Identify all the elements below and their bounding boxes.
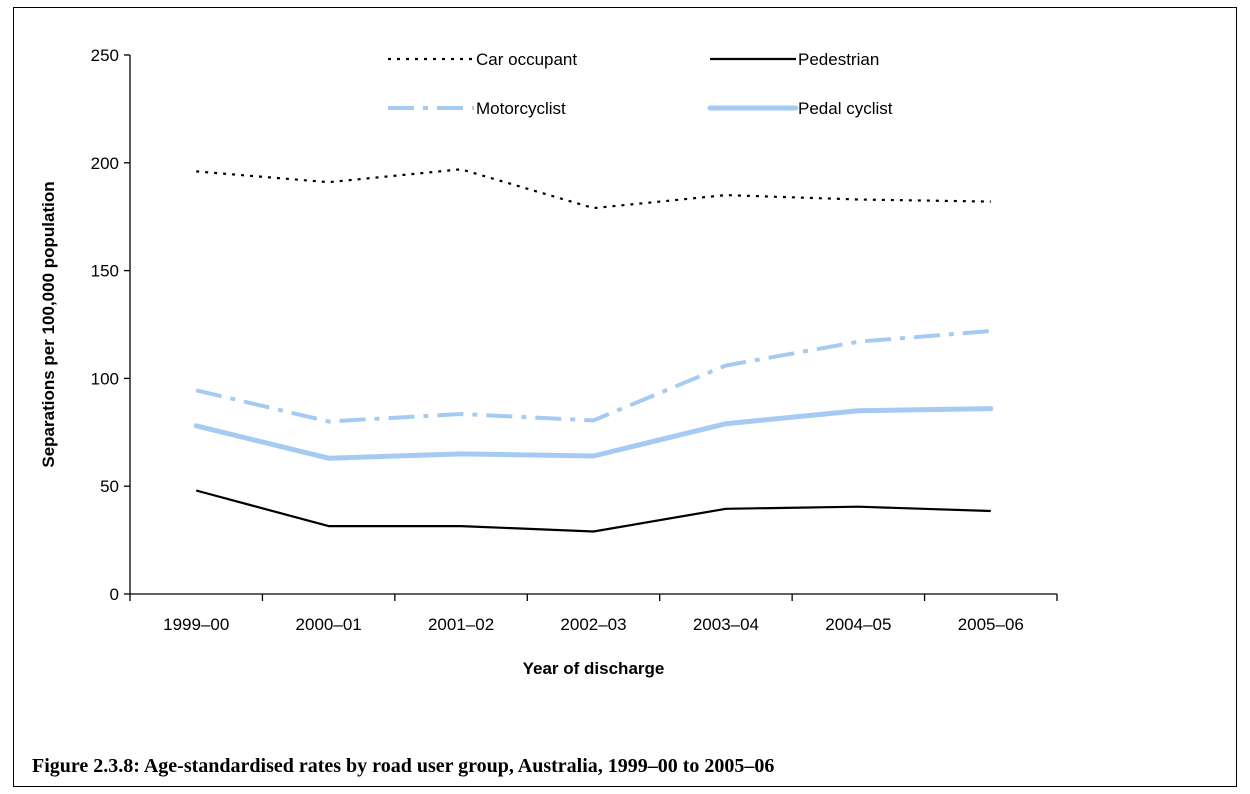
x-tick-label: 2003–04 bbox=[693, 615, 759, 634]
x-tick-label: 2000–01 bbox=[296, 615, 362, 634]
line-chart: 0 50 100 150 200 250 1999–00 2000–01 2001–02 2002… bbox=[39, 46, 1058, 678]
y-tick-label: 100 bbox=[91, 369, 119, 388]
figure-frame: 0 50 100 150 200 250 1999–00 2000–01 2001–02 2002… bbox=[13, 7, 1237, 787]
axes: 0 50 100 150 200 250 1999–00 2000–01 2001–02 2002… bbox=[91, 46, 1058, 634]
series-line-pedestrian bbox=[195, 489, 991, 533]
y-tick-label: 50 bbox=[100, 477, 119, 496]
x-tick-label: 2002–03 bbox=[560, 615, 626, 634]
figure-caption: Figure 2.3.8: Age-standardised rates by … bbox=[32, 755, 775, 777]
x-tick-label: 2004–05 bbox=[825, 615, 891, 634]
legend-label: Pedal cyclist bbox=[798, 99, 893, 118]
y-tick-label: 250 bbox=[91, 46, 119, 65]
series-layer bbox=[193, 168, 994, 533]
x-tick-label: 2001–02 bbox=[428, 615, 494, 634]
y-axis-title: Separations per 100,000 population bbox=[39, 181, 58, 467]
y-tick-label: 200 bbox=[91, 154, 119, 173]
x-tick-label: 1999–00 bbox=[163, 615, 229, 634]
y-tick-label: 150 bbox=[91, 262, 119, 281]
x-axis-title: Year of discharge bbox=[523, 659, 665, 678]
legend-label: Motorcyclist bbox=[476, 99, 566, 118]
series-line-motorcyclist bbox=[195, 329, 991, 424]
y-tick-label: 0 bbox=[110, 585, 119, 604]
legend-label: Car occupant bbox=[476, 50, 577, 69]
legend: Car occupant Pedestrian Motorcyclist Pedal … bbox=[388, 50, 893, 118]
series-line-car-occupant bbox=[196, 168, 991, 210]
series-line-pedal-cyclist bbox=[193, 406, 994, 461]
legend-label: Pedestrian bbox=[798, 50, 879, 69]
x-tick-label: 2005–06 bbox=[958, 615, 1024, 634]
